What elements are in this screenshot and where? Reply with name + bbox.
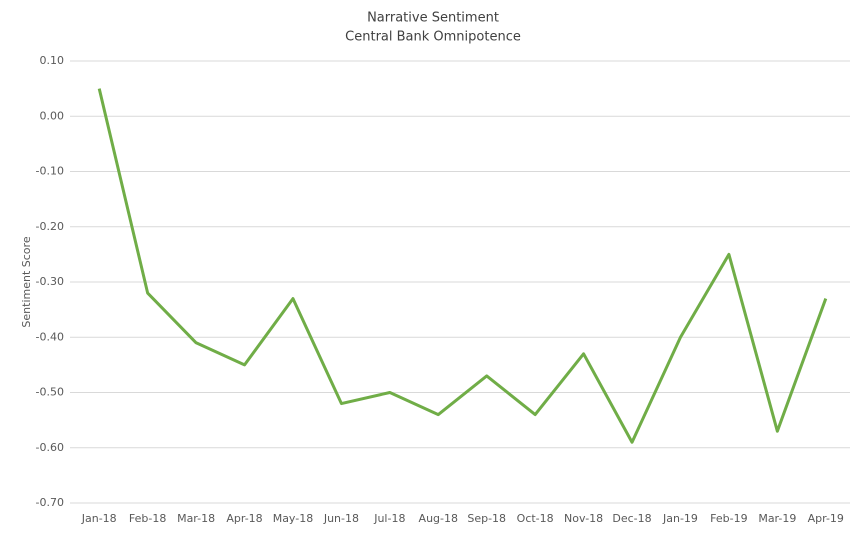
x-tick-label: Apr-19 <box>808 512 844 525</box>
y-tick-label: -0.50 <box>36 386 64 399</box>
chart-subtitle: Central Bank Omnipotence <box>345 30 521 45</box>
x-tick-label: Apr-18 <box>226 512 262 525</box>
x-tick-label: Aug-18 <box>419 512 458 525</box>
x-tick-label: Oct-18 <box>517 512 554 525</box>
x-tick-label: Mar-19 <box>758 512 796 525</box>
y-axis-label: Sentiment Score <box>20 236 33 327</box>
x-tick-label: Jun-18 <box>323 512 359 525</box>
y-tick-label: -0.10 <box>36 165 64 178</box>
line-series <box>97 88 828 444</box>
x-tick-label: May-18 <box>273 512 314 525</box>
y-tick-label: -0.70 <box>36 496 64 509</box>
y-tick-label: 0.00 <box>40 109 65 122</box>
y-tick-label: -0.60 <box>36 441 64 454</box>
x-tick-label: Jan-19 <box>662 512 698 525</box>
x-tick-label: Jul-18 <box>373 512 405 525</box>
y-tick-label: -0.40 <box>36 330 64 343</box>
x-tick-label: Mar-18 <box>177 512 215 525</box>
y-tick-label: -0.20 <box>36 220 64 233</box>
chart-title: Narrative Sentiment <box>367 11 499 26</box>
x-tick-label: Nov-18 <box>564 512 603 525</box>
x-tick-label: Sep-18 <box>467 512 506 525</box>
x-tick-label: Jan-18 <box>81 512 117 525</box>
x-tick-label: Feb-18 <box>129 512 166 525</box>
y-tick-label: 0.10 <box>40 54 65 67</box>
y-tick-label: -0.30 <box>36 275 64 288</box>
x-tick-label: Feb-19 <box>710 512 747 525</box>
x-tick-label: Dec-18 <box>612 512 651 525</box>
